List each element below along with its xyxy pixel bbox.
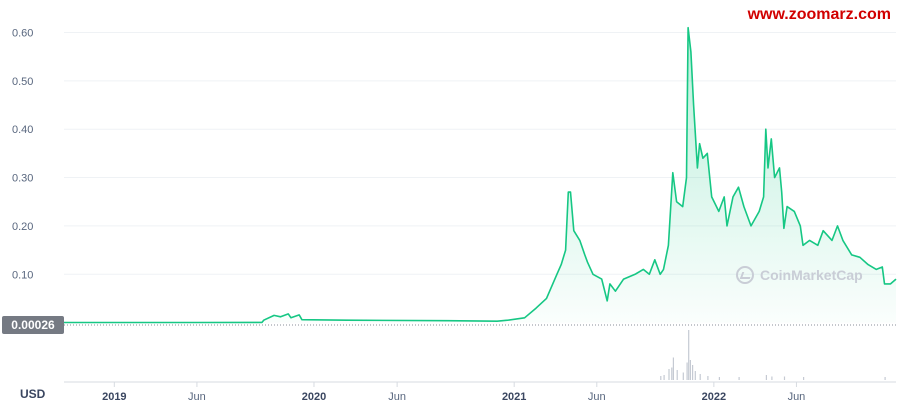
- y-tick-label: 0.40: [12, 124, 33, 136]
- volume-bar: [672, 357, 674, 380]
- coinmarketcap-watermark-text: CoinMarketCap: [760, 267, 863, 283]
- y-axis-ticks: 0.60 0.50 0.40 0.30 0.20 0.10: [12, 28, 33, 282]
- volume-bar: [686, 362, 688, 380]
- y-tick-label: 0.20: [12, 221, 33, 233]
- volume-bar: [671, 367, 673, 380]
- volume-bar: [694, 371, 696, 380]
- volume-bar: [699, 374, 701, 380]
- volume-bar: [688, 330, 690, 380]
- x-tick-label: Jun: [588, 391, 606, 403]
- grid-lines: [64, 32, 896, 275]
- coinmarketcap-watermark: CoinMarketCap: [736, 266, 863, 284]
- x-tick-label: Jun: [188, 391, 206, 403]
- x-tick-label: Jun: [388, 391, 406, 403]
- volume-bar: [771, 376, 773, 380]
- y-tick-label: 0.60: [12, 28, 33, 40]
- price-line: [64, 26, 897, 324]
- y-tick-label: 0.10: [12, 269, 33, 281]
- volume-bar: [689, 360, 691, 380]
- volume-bar: [884, 377, 886, 380]
- volume-bar: [682, 372, 684, 380]
- current-price-tag: 0.00026: [2, 316, 64, 334]
- volume-bar: [668, 369, 670, 380]
- volume-bar: [676, 370, 678, 380]
- x-axis-ticks: 2019 Jun 2020 Jun 2021 Jun 2022 Jun: [102, 382, 805, 403]
- coinmarketcap-logo-icon: [736, 266, 754, 284]
- y-tick-label: 0.50: [12, 76, 33, 88]
- x-tick-label: Jun: [788, 391, 806, 403]
- volume-bar: [718, 377, 720, 380]
- volume-bar: [803, 377, 805, 380]
- volume-bar: [663, 375, 665, 380]
- x-tick-label: 2019: [102, 391, 126, 403]
- currency-label: USD: [20, 387, 46, 401]
- volume-bar: [707, 376, 709, 380]
- x-tick-label: 2021: [502, 391, 526, 403]
- volume-bar: [692, 365, 694, 380]
- watermark-url[interactable]: www.zoomarz.com: [747, 6, 891, 23]
- volume-bar: [660, 376, 662, 380]
- y-tick-label: 0.30: [12, 173, 33, 185]
- volume-bar: [783, 376, 786, 380]
- volume-bar: [738, 377, 740, 380]
- x-tick-label: 2020: [302, 391, 326, 403]
- volume-bars: [660, 330, 886, 380]
- x-tick-label: 2022: [702, 391, 726, 403]
- volume-bar: [765, 375, 767, 380]
